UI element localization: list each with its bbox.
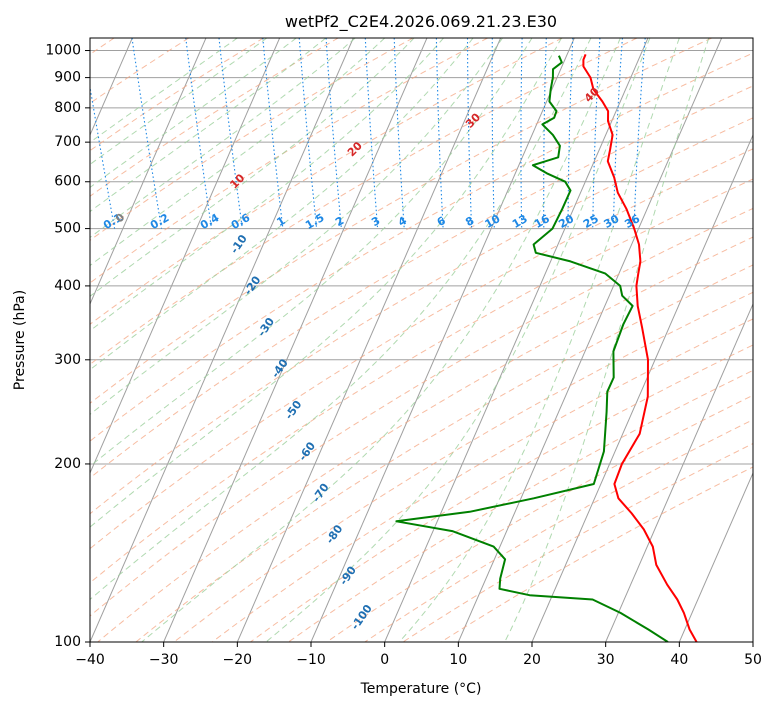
tick-layer: −40 −30 −20 −10 0 10 20 30 40 50 100 200 300 400 500 60…: [45, 43, 762, 668]
dry-adiabat-line: [90, 38, 638, 365]
dry-adiabat-line: [90, 207, 753, 617]
x-tick-label: −10: [296, 652, 326, 668]
series-layer: [395, 54, 698, 642]
dry-adiabat-line: [90, 38, 563, 325]
dry-adiabat-line: [250, 344, 753, 642]
dry-adiabat-line: [90, 178, 753, 584]
moist-adiabat-line: [398, 38, 680, 642]
dewpoint-profile-line: [395, 55, 669, 642]
moist-adiabat-line: [90, 38, 268, 166]
moist-adiabat-line: [504, 38, 710, 642]
dry-adiabat-line: [90, 148, 753, 550]
dry-adiabat-line: [90, 52, 753, 442]
isotherm-line: [90, 38, 207, 306]
moist-adiabat-line: [90, 38, 386, 267]
y-tick-label: 500: [54, 221, 81, 237]
x-tick-label: −40: [75, 652, 105, 668]
plot-frame: [89, 37, 754, 643]
dry-adiabat-line: [90, 85, 753, 479]
moist-adiabat-line: [265, 38, 651, 642]
y-tick-label: 200: [54, 456, 81, 472]
isotherm-line: [678, 471, 753, 642]
isopleth-label-layer: 0.1 0.2 0.4 0.6 1 1.5 2 3 4 6 8 10 13 16 20 25 30 3601020…: [101, 85, 642, 633]
mixing-ratio-line: [185, 38, 213, 229]
moist-adiabat-line: [90, 38, 297, 189]
x-tick-label: 0: [380, 652, 389, 668]
dry-adiabat-line: [440, 466, 753, 642]
x-tick-label: 10: [449, 652, 467, 668]
moist-adiabat-line: [90, 38, 474, 371]
dry-adiabat-line: [364, 419, 753, 642]
x-tick-label: 40: [670, 652, 688, 668]
isotherm-line: [384, 38, 649, 642]
moist-adiabat-line: [90, 38, 415, 297]
y-tick-label: 1000: [45, 43, 81, 59]
moist-adiabat-line: [90, 38, 327, 213]
mixing-ratio-line: [131, 38, 163, 229]
moist-adiabat-line: [90, 38, 503, 416]
y-tick-label: 900: [54, 70, 81, 86]
dry-adiabat-line: [288, 369, 753, 642]
y-tick-label: 400: [54, 278, 81, 294]
dry-adiabat-line: [326, 394, 753, 642]
moist-adiabat-line: [90, 38, 592, 601]
x-axis-label: Temperature (°C): [360, 681, 482, 697]
y-axis-label: Pressure (hPa): [12, 290, 28, 390]
moist-adiabat-line: [90, 38, 238, 144]
dry-adiabat-line: [90, 117, 753, 515]
y-tick-label: 700: [54, 134, 81, 150]
grid-layer: [90, 38, 753, 642]
mixing-ratio-line: [90, 84, 116, 229]
dry-adiabat-line: [402, 442, 753, 642]
x-tick-label: 20: [523, 652, 541, 668]
isotherm-line: [457, 38, 723, 642]
isotherm-line: [90, 38, 354, 642]
y-tick-label: 600: [54, 174, 81, 190]
isotherm-line: [236, 38, 502, 642]
moist-adiabat-line: [141, 38, 621, 642]
chart-title: wetPf2_C2E4.2026.069.21.23.E30: [285, 12, 557, 32]
moist-adiabat-line: [90, 38, 562, 528]
x-tick-label: −30: [149, 652, 179, 668]
dry-adiabat-line: [90, 38, 339, 197]
y-tick-label: 800: [54, 100, 81, 116]
x-tick-label: 50: [744, 652, 762, 668]
x-tick-label: 30: [597, 652, 615, 668]
moist-adiabat-line: [90, 38, 533, 467]
y-tick-label: 100: [54, 634, 81, 650]
x-tick-label: −20: [223, 652, 253, 668]
y-tick-label: 300: [54, 352, 81, 368]
isotherm-line: [531, 133, 753, 642]
isotherm-line: [90, 38, 281, 475]
dry-adiabat-line: [90, 38, 712, 404]
temperature-profile-line: [582, 54, 698, 642]
